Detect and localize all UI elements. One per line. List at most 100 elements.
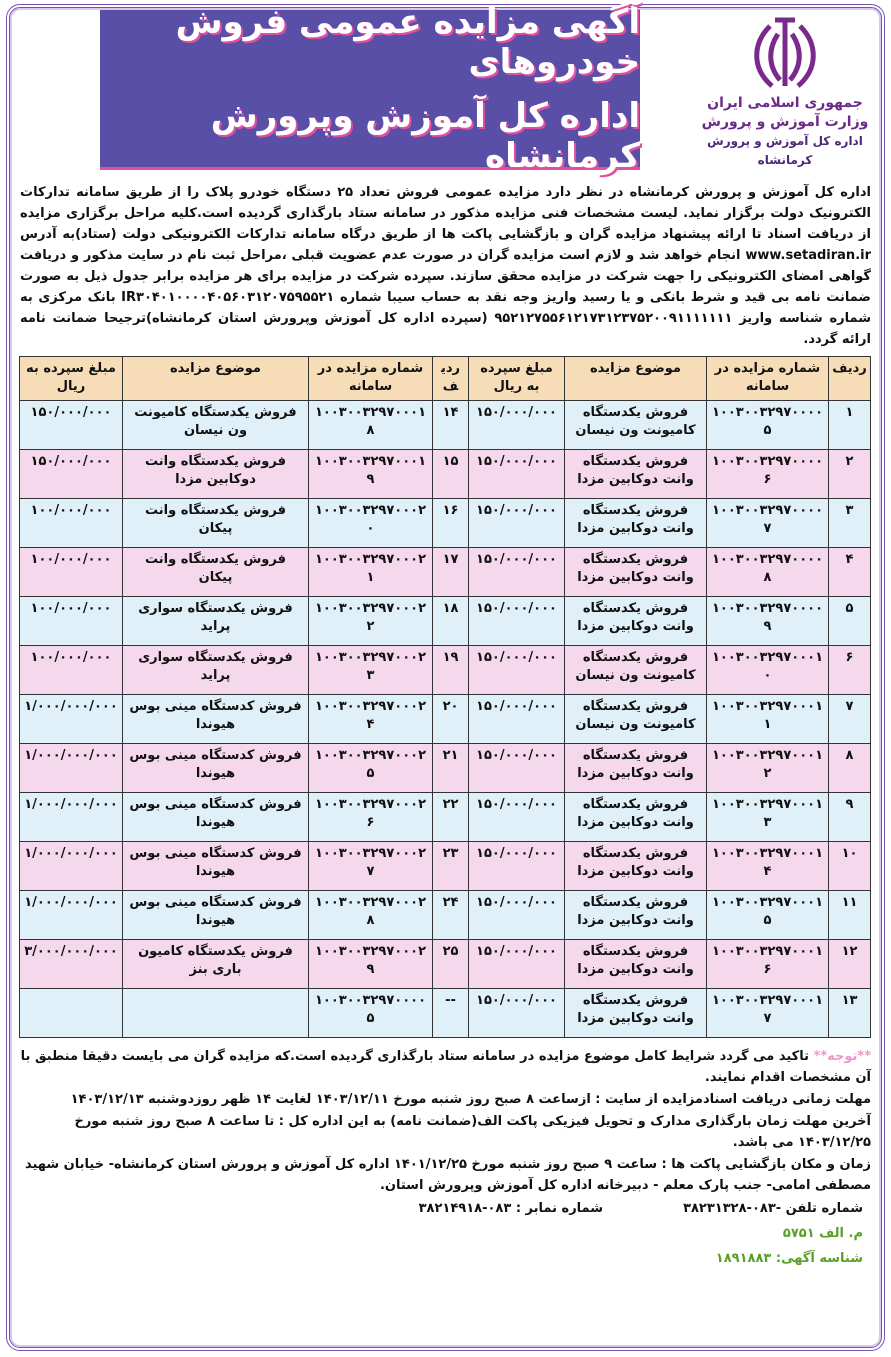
header-number: شماره مزایده در سامانه [706, 356, 829, 401]
cell-amount: ۱۵۰/۰۰۰/۰۰۰ [468, 694, 565, 744]
cell-number: ۱۰۰۳۰۰۳۲۹۷۰۰۰۲۶ [308, 792, 433, 842]
cell-subject: فروش یکدستگاه وانت دوکابین مزدا [564, 988, 707, 1038]
cell-number: ۱۰۰۳۰۰۳۲۹۷۰۰۰۱۴ [706, 841, 829, 891]
table-row: ۷ ۱۰۰۳۰۰۳۲۹۷۰۰۰۱۱ فروش یکدستگاه کامیونت ون… [19, 694, 871, 744]
cell-amount: ۱۵۰/۰۰۰/۰۰۰ [468, 498, 565, 548]
cell-row: ۵ [828, 596, 871, 646]
attention-label: **توجه** [813, 1049, 871, 1064]
table-row: ۱۰ ۱۰۰۳۰۰۳۲۹۷۰۰۰۱۴ فروش یکدستگاه وانت دوکا… [19, 841, 871, 891]
cell-amount: ۱۰۰/۰۰۰/۰۰۰ [19, 547, 123, 597]
cell-row: ۲۲ [432, 792, 469, 842]
cell-subject: فروش یکدستگاه وانت دوکابین مزدا [122, 449, 309, 499]
table-row: ۹ ۱۰۰۳۰۰۳۲۹۷۰۰۰۱۳ فروش یکدستگاه وانت دوکاب… [19, 792, 871, 842]
cell-amount: ۱/۰۰۰/۰۰۰/۰۰۰ [19, 694, 123, 744]
logo-line-1: جمهوری اسلامی ایران [707, 95, 863, 111]
logo-line-2: وزارت آموزش و پرورش [701, 114, 869, 130]
cell-subject: فروش کدستگاه مینی بوس هیوندا [122, 792, 309, 842]
cell-subject: فروش یکدستگاه وانت دوکابین مزدا [564, 498, 707, 548]
header-row-index: ردیف [828, 356, 871, 401]
cell-amount: ۱۵۰/۰۰۰/۰۰۰ [468, 792, 565, 842]
cell-number: ۱۰۰۳۰۰۳۲۹۷۰۰۰۰۷ [706, 498, 829, 548]
header-subject: موضوع مزایده [564, 356, 707, 401]
cell-number: ۱۰۰۳۰۰۳۲۹۷۰۰۰۱۰ [706, 645, 829, 695]
table-row: ۳ ۱۰۰۳۰۰۳۲۹۷۰۰۰۰۷ فروش یکدستگاه وانت دوکاب… [19, 498, 871, 548]
cell-number: ۱۰۰۳۰۰۳۲۹۷۰۰۰۲۹ [308, 939, 433, 989]
title-line-2: اداره کل آموزش وپرورش کرمانشاه [210, 95, 640, 176]
ad-code: م. الف ۵۷۵۱ [782, 1226, 863, 1241]
ministry-logo: جمهوری اسلامی ایران وزارت آموزش و پرورش … [700, 14, 870, 174]
iran-emblem-icon [754, 17, 816, 88]
cell-number: ۱۰۰۳۰۰۳۲۹۷۰۰۰۰۸ [706, 547, 829, 597]
cell-subject: فروش یکدستگاه سواری پراید [122, 645, 309, 695]
cell-subject: فروش یکدستگاه کامیونت ون نیسان [564, 400, 707, 450]
cell-number: ۱۰۰۳۰۰۳۲۹۷۰۰۰۱۳ [706, 792, 829, 842]
header-amount: مبلغ سپرده به ریال [19, 356, 123, 401]
cell-number: ۱۰۰۳۰۰۳۲۹۷۰۰۰۲۷ [308, 841, 433, 891]
auction-table: ردیف شماره مزایده در سامانه موضوع مزایده… [19, 356, 871, 1038]
cell-subject [122, 988, 309, 1038]
cell-row: ۴ [828, 547, 871, 597]
cell-row: ۱ [828, 400, 871, 450]
cell-number: ۱۰۰۳۰۰۳۲۹۷۰۰۰۱۸ [308, 400, 433, 450]
table-row: ۸ ۱۰۰۳۰۰۳۲۹۷۰۰۰۱۲ فروش یکدستگاه وانت دوکاب… [19, 743, 871, 793]
cell-number: ۱۰۰۳۰۰۳۲۹۷۰۰۰۲۴ [308, 694, 433, 744]
cell-amount: ۱۵۰/۰۰۰/۰۰۰ [19, 400, 123, 450]
cell-row: ۲ [828, 449, 871, 499]
cell-number: ۱۰۰۳۰۰۳۲۹۷۰۰۰۱۶ [706, 939, 829, 989]
title-banner: آگهی مزایده عمومی فروش خودروهای اداره کل… [100, 2, 640, 176]
cell-subject: فروش کدستگاه مینی بوس هیوندا [122, 890, 309, 940]
cell-number: ۱۰۰۳۰۰۳۲۹۷۰۰۰۲۱ [308, 547, 433, 597]
logo-line-3: اداره کل آموزش و پرورش کرمانشاه [707, 134, 863, 167]
cell-subject: فروش یکدستگاه وانت دوکابین مزدا [564, 596, 707, 646]
cell-subject: فروش کدستگاه مینی بوس هیوندا [122, 743, 309, 793]
notes-section: **توجه** تاکید می گردد شرایط کامل موضوع … [20, 1046, 871, 1269]
table-row: ۴ ۱۰۰۳۰۰۳۲۹۷۰۰۰۰۸ فروش یکدستگاه وانت دوکاب… [19, 547, 871, 597]
phone-number: شماره تلفن -۰۸۳-۳۸۲۳۱۳۲۸ [683, 1201, 863, 1216]
cell-row: -- [432, 988, 469, 1038]
cell-row: ۱۰ [828, 841, 871, 891]
cell-amount: ۱/۰۰۰/۰۰۰/۰۰۰ [19, 743, 123, 793]
cell-number: ۱۰۰۳۰۰۳۲۹۷۰۰۰۲۵ [308, 743, 433, 793]
cell-amount: ۱۵۰/۰۰۰/۰۰۰ [468, 939, 565, 989]
intro-paragraph: اداره کل آموزش و پرورش کرمانشاه در نظر د… [20, 185, 871, 347]
cell-subject: فروش یکدستگاه وانت دوکابین مزدا [564, 890, 707, 940]
cell-subject: فروش یکدستگاه وانت دوکابین مزدا [564, 547, 707, 597]
cell-number: ۱۰۰۳۰۰۳۲۹۷۰۰۰۲۲ [308, 596, 433, 646]
cell-amount: ۱۵۰/۰۰۰/۰۰۰ [468, 449, 565, 499]
cell-number: ۱۰۰۳۰۰۳۲۹۷۰۰۰۲۳ [308, 645, 433, 695]
header-amount: مبلغ سپرده به ریال [468, 356, 565, 401]
attention-text: تاکید می گردد شرایط کامل موضوع مزایده در… [20, 1049, 871, 1085]
cell-amount: ۱/۰۰۰/۰۰۰/۰۰۰ [19, 792, 123, 842]
cell-amount: ۱۵۰/۰۰۰/۰۰۰ [468, 890, 565, 940]
cell-row: ۱۶ [432, 498, 469, 548]
cell-amount: ۱۵۰/۰۰۰/۰۰۰ [19, 449, 123, 499]
cell-subject: فروش یکدستگاه وانت دوکابین مزدا [564, 743, 707, 793]
cell-amount: ۱۵۰/۰۰۰/۰۰۰ [468, 988, 565, 1038]
title-line-1: آگهی مزایده عمومی فروش خودروهای [175, 1, 640, 82]
cell-amount: ۱/۰۰۰/۰۰۰/۰۰۰ [19, 841, 123, 891]
cell-row: ۱۵ [432, 449, 469, 499]
cell-amount [19, 988, 123, 1038]
header-area: آگهی مزایده عمومی فروش خودروهای اداره کل… [0, 0, 891, 178]
cell-row: ۱۳ [828, 988, 871, 1038]
cell-amount: ۱۰۰/۰۰۰/۰۰۰ [19, 498, 123, 548]
header-row-index: ردیف [432, 356, 469, 401]
cell-number: ۱۰۰۳۰۰۳۲۹۷۰۰۰۰۶ [706, 449, 829, 499]
cell-row: ۲۴ [432, 890, 469, 940]
cell-number: ۱۰۰۳۰۰۳۲۹۷۰۰۰۲۸ [308, 890, 433, 940]
cell-row: ۳ [828, 498, 871, 548]
cell-subject: فروش کدستگاه مینی بوس هیوندا [122, 841, 309, 891]
docs-deadline: مهلت زمانی دریافت اسنادمزایده از سایت : … [70, 1092, 871, 1107]
cell-amount: ۱۵۰/۰۰۰/۰۰۰ [468, 547, 565, 597]
cell-subject: فروش یکدستگاه وانت دوکابین مزدا [564, 939, 707, 989]
cell-row: ۱۱ [828, 890, 871, 940]
cell-row: ۲۰ [432, 694, 469, 744]
table-row: ۲ ۱۰۰۳۰۰۳۲۹۷۰۰۰۰۶ فروش یکدستگاه وانت دوکاب… [19, 449, 871, 499]
submit-deadline: آخرین مهلت زمان بارگذاری مدارک و تحویل ف… [74, 1114, 871, 1150]
cell-number: ۱۰۰۳۰۰۳۲۹۷۰۰۰۱۵ [706, 890, 829, 940]
cell-number: ۱۰۰۳۰۰۳۲۹۷۰۰۰۱۱ [706, 694, 829, 744]
cell-number: ۱۰۰۳۰۰۳۲۹۷۰۰۰۰۵ [308, 988, 433, 1038]
cell-row: ۱۸ [432, 596, 469, 646]
table-row: ۱ ۱۰۰۳۰۰۳۲۹۷۰۰۰۰۵ فروش یکدستگاه کامیونت ون… [19, 400, 871, 450]
cell-number: ۱۰۰۳۰۰۳۲۹۷۰۰۰۰۵ [706, 400, 829, 450]
